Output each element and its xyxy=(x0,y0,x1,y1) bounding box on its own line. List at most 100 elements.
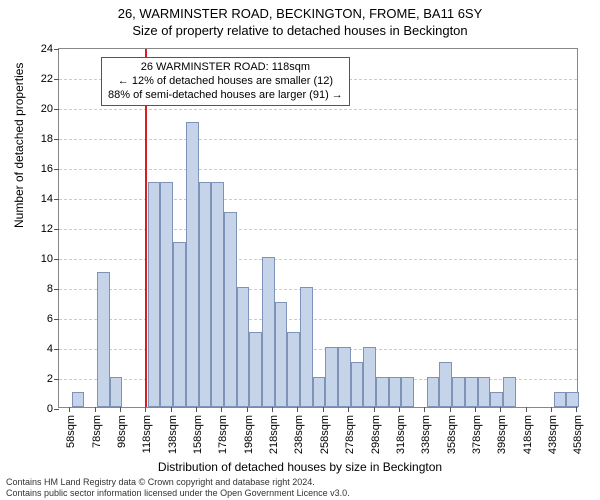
chart-subtitle: Size of property relative to detached ho… xyxy=(0,21,600,38)
xtick-mark xyxy=(424,407,425,412)
histogram-bar xyxy=(490,392,503,407)
histogram-bar xyxy=(363,347,376,407)
xtick-label: 58sqm xyxy=(65,415,77,448)
ytick-label: 6 xyxy=(47,313,59,325)
histogram-bar xyxy=(148,182,161,407)
histogram-bar xyxy=(211,182,224,407)
xtick-mark xyxy=(348,407,349,412)
chart-plot-area: 02468101214161820222458sqm78sqm98sqm118s… xyxy=(58,48,578,408)
histogram-bar xyxy=(72,392,85,407)
xtick-label: 138sqm xyxy=(167,415,179,454)
xtick-label: 338sqm xyxy=(420,415,432,454)
ytick-label: 18 xyxy=(41,133,59,145)
histogram-bar xyxy=(401,377,414,407)
histogram-bar xyxy=(275,302,288,407)
ytick-label: 16 xyxy=(41,163,59,175)
ytick-label: 4 xyxy=(47,343,59,355)
histogram-bar xyxy=(503,377,516,407)
xtick-label: 198sqm xyxy=(243,415,255,454)
xtick-mark xyxy=(95,407,96,412)
xtick-mark xyxy=(450,407,451,412)
histogram-bar xyxy=(300,287,313,407)
gridline-h xyxy=(59,319,577,320)
gridline-h xyxy=(59,349,577,350)
gridline-h xyxy=(59,169,577,170)
ytick-label: 14 xyxy=(41,193,59,205)
xtick-mark xyxy=(196,407,197,412)
histogram-bar xyxy=(439,362,452,407)
xtick-mark xyxy=(297,407,298,412)
xtick-mark xyxy=(399,407,400,412)
annotation-line3: 88% of semi-detached houses are larger (… xyxy=(108,89,343,103)
ytick-label: 10 xyxy=(41,253,59,265)
xtick-mark xyxy=(171,407,172,412)
histogram-bar xyxy=(97,272,110,407)
xtick-mark xyxy=(120,407,121,412)
xtick-label: 218sqm xyxy=(268,415,280,454)
xtick-mark xyxy=(500,407,501,412)
xtick-label: 378sqm xyxy=(471,415,483,454)
histogram-bar xyxy=(237,287,250,407)
xtick-label: 318sqm xyxy=(395,415,407,454)
ytick-label: 12 xyxy=(41,223,59,235)
chart-title: 26, WARMINSTER ROAD, BECKINGTON, FROME, … xyxy=(0,0,600,21)
xtick-label: 418sqm xyxy=(522,415,534,454)
xtick-mark xyxy=(221,407,222,412)
ytick-label: 0 xyxy=(47,403,59,415)
histogram-bar xyxy=(110,377,123,407)
xtick-mark xyxy=(551,407,552,412)
gridline-h xyxy=(59,229,577,230)
xtick-label: 298sqm xyxy=(370,415,382,454)
attribution-text: Contains HM Land Registry data © Crown c… xyxy=(6,477,350,498)
attribution-line1: Contains HM Land Registry data © Crown c… xyxy=(6,477,350,487)
xtick-label: 278sqm xyxy=(344,415,356,454)
histogram-bar xyxy=(199,182,212,407)
histogram-bar xyxy=(249,332,262,407)
xtick-label: 358sqm xyxy=(446,415,458,454)
histogram-bar xyxy=(351,362,364,407)
xtick-mark xyxy=(69,407,70,412)
plot-region: 02468101214161820222458sqm78sqm98sqm118s… xyxy=(58,48,578,408)
xtick-label: 258sqm xyxy=(319,415,331,454)
gridline-h xyxy=(59,259,577,260)
xtick-mark xyxy=(374,407,375,412)
histogram-bar xyxy=(427,377,440,407)
histogram-bar xyxy=(160,182,173,407)
xtick-label: 78sqm xyxy=(91,415,103,448)
histogram-bar xyxy=(478,377,491,407)
attribution-line2: Contains public sector information licen… xyxy=(6,488,350,498)
xtick-label: 118sqm xyxy=(141,415,153,453)
gridline-h xyxy=(59,109,577,110)
xtick-mark xyxy=(526,407,527,412)
histogram-bar xyxy=(376,377,389,407)
histogram-bar xyxy=(224,212,237,407)
histogram-bar xyxy=(262,257,275,407)
xtick-label: 178sqm xyxy=(217,415,229,454)
histogram-bar xyxy=(465,377,478,407)
annotation-box: 26 WARMINSTER ROAD: 118sqm← 12% of detac… xyxy=(101,57,350,106)
xtick-mark xyxy=(247,407,248,412)
histogram-bar xyxy=(186,122,199,407)
ytick-label: 24 xyxy=(41,43,59,55)
xtick-mark xyxy=(576,407,577,412)
gridline-h xyxy=(59,289,577,290)
xtick-mark xyxy=(475,407,476,412)
ytick-label: 22 xyxy=(41,73,59,85)
xtick-label: 98sqm xyxy=(116,415,128,448)
histogram-bar xyxy=(338,347,351,407)
gridline-h xyxy=(59,139,577,140)
histogram-bar xyxy=(452,377,465,407)
histogram-bar xyxy=(287,332,300,407)
xtick-label: 398sqm xyxy=(496,415,508,454)
xtick-mark xyxy=(323,407,324,412)
annotation-line1: 26 WARMINSTER ROAD: 118sqm xyxy=(108,61,343,75)
histogram-bar xyxy=(313,377,326,407)
xtick-label: 458sqm xyxy=(572,415,584,454)
xtick-label: 438sqm xyxy=(547,415,559,454)
xtick-mark xyxy=(272,407,273,412)
xtick-mark xyxy=(145,407,146,412)
x-axis-label: Distribution of detached houses by size … xyxy=(0,460,600,474)
ytick-label: 8 xyxy=(47,283,59,295)
ytick-label: 20 xyxy=(41,103,59,115)
xtick-label: 158sqm xyxy=(192,415,204,454)
